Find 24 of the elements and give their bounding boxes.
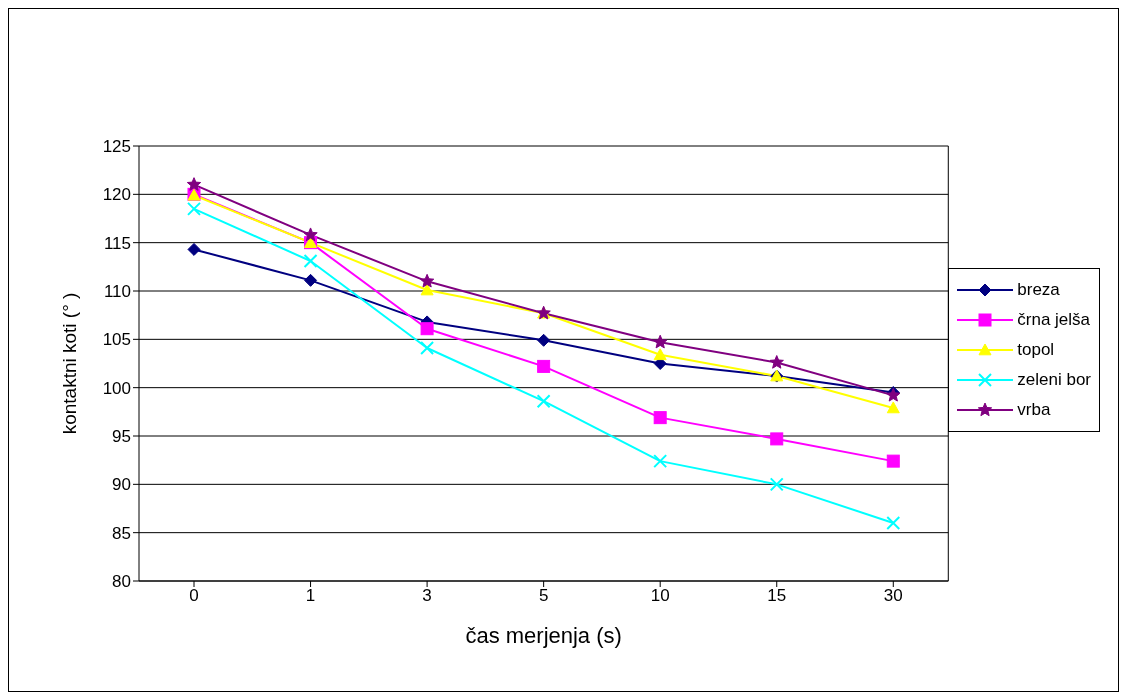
x-tick-label: 30	[883, 586, 903, 606]
legend-label: vrba	[1017, 400, 1051, 420]
x-tick-label: 1	[305, 586, 316, 606]
y-tick-label: 120	[102, 185, 131, 205]
x-tick-label: 3	[422, 586, 432, 606]
legend-label: zeleni bor	[1017, 370, 1091, 390]
y-tick-label: 110	[103, 282, 131, 302]
y-tick-label: 125	[102, 137, 131, 157]
legend-label: breza	[1017, 280, 1060, 300]
y-tick-label: 85	[112, 523, 131, 543]
x-axis-title: čas merjenja (s)	[465, 623, 622, 648]
legend-label: črna jelša	[1017, 310, 1091, 330]
x-tick-label: 10	[650, 586, 670, 606]
y-tick-label: 115	[103, 233, 131, 253]
y-tick-label: 80	[112, 572, 131, 592]
x-tick-label: 15	[767, 586, 787, 606]
x-tick-label: 5	[538, 586, 549, 606]
y-tick-label: 105	[102, 330, 131, 350]
y-tick-label: 90	[112, 475, 131, 495]
y-tick-label: 95	[112, 427, 131, 447]
y-tick-label: 100	[102, 378, 131, 398]
y-axis-title: kontaktni koti (° )	[58, 292, 80, 435]
x-tick-label: 0	[189, 586, 199, 606]
legend-label: topol	[1017, 340, 1055, 360]
